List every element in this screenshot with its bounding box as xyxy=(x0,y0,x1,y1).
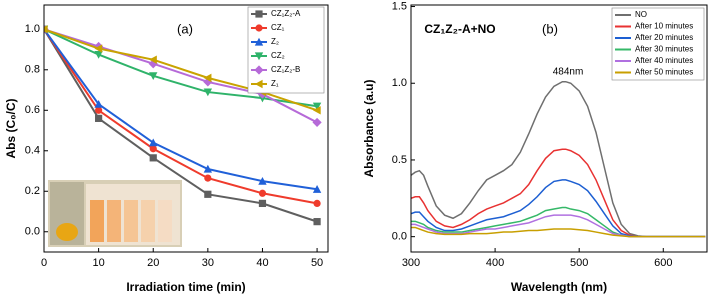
marker xyxy=(313,218,321,226)
legend-label: After 50 minutes xyxy=(635,68,693,77)
legend-marker xyxy=(255,10,263,18)
legend: NO After 10 minutes After 20 minutes After … xyxy=(611,7,705,81)
marker xyxy=(312,185,322,193)
marker xyxy=(312,106,321,115)
x-tick-label: 10 xyxy=(92,257,104,269)
legend-marker xyxy=(254,79,263,89)
marker xyxy=(312,102,322,111)
y-tick-label: 1.0 xyxy=(25,23,40,35)
legend-label: After 40 minutes xyxy=(635,56,693,65)
inset-tube xyxy=(158,200,172,242)
legend-label: After 30 minutes xyxy=(635,45,693,54)
x-tick-label: 400 xyxy=(486,257,504,269)
series-line xyxy=(411,179,706,238)
x-tick-label: 300 xyxy=(402,257,420,269)
legend-box xyxy=(611,7,705,81)
series-line xyxy=(411,226,706,238)
y-tick-label: 0.0 xyxy=(25,226,40,238)
marker xyxy=(44,25,48,34)
series-line xyxy=(411,80,706,238)
legend-label: NO xyxy=(635,10,647,19)
x-tick-label: 0 xyxy=(41,257,47,269)
marker xyxy=(95,106,103,114)
legend-label: After 20 minutes xyxy=(635,33,693,42)
marker xyxy=(94,100,103,108)
legend-label: After 10 minutes xyxy=(635,22,693,31)
marker xyxy=(258,199,267,208)
legend-label: Z₁ xyxy=(271,79,279,88)
legend-label: Z₂ xyxy=(271,37,279,46)
x-tick-label: 600 xyxy=(654,257,672,269)
marker xyxy=(149,55,157,64)
legend-label: CZ₂ xyxy=(271,51,285,60)
legend-label: CZ₁ xyxy=(271,23,285,32)
series-line xyxy=(411,206,706,238)
marker xyxy=(149,72,158,81)
x-tick-label: 20 xyxy=(147,257,159,269)
inset-tube xyxy=(107,200,121,242)
legend-box xyxy=(247,6,325,94)
marker xyxy=(95,114,103,122)
panel-label: (b) xyxy=(542,21,558,36)
y-tick-label: 0.2 xyxy=(25,185,40,197)
series-line xyxy=(44,28,318,124)
subtitle: CZ₁Z₂-A+NO xyxy=(424,22,495,36)
marker xyxy=(149,154,157,162)
marker xyxy=(203,88,213,97)
legend-marker xyxy=(255,24,263,32)
y-tick-label: 0.0 xyxy=(392,231,407,243)
x-tick-label: 30 xyxy=(202,257,214,269)
y-tick-label: 1.5 xyxy=(392,0,407,12)
y-tick-label: 0.4 xyxy=(25,145,40,157)
x-tick-label: 40 xyxy=(256,257,268,269)
y-tick-label: 1.0 xyxy=(392,77,407,89)
inset-tube xyxy=(141,200,155,242)
panel-label: (a) xyxy=(177,21,193,36)
inset-tube xyxy=(90,200,104,242)
inset-tube xyxy=(124,200,138,242)
legend-label: CZ₁Z₂-B xyxy=(271,65,300,74)
marker xyxy=(203,164,213,173)
marker xyxy=(204,174,212,182)
x-tick-label: 50 xyxy=(311,257,323,269)
y-axis-label: Absorbance (a.u) xyxy=(362,79,376,177)
marker xyxy=(149,138,158,147)
marker xyxy=(203,73,212,83)
series-line xyxy=(44,28,318,205)
legend-marker xyxy=(254,65,264,75)
marker xyxy=(312,117,322,128)
inset-liquid xyxy=(56,223,78,241)
series-line xyxy=(44,28,318,223)
plot-frame xyxy=(410,4,708,253)
x-axis-label: Irradiation time (min) xyxy=(126,280,245,294)
plot-area xyxy=(411,80,706,238)
series-line xyxy=(44,28,318,112)
inset-photo xyxy=(48,180,182,247)
plot-area xyxy=(44,24,322,226)
plot-frame xyxy=(43,4,329,253)
series-line xyxy=(44,28,318,191)
marker xyxy=(204,190,212,198)
marker xyxy=(258,176,267,185)
y-tick-label: 0.5 xyxy=(392,154,407,166)
marker xyxy=(258,189,267,197)
y-axis-label: Abs (C₀/C) xyxy=(4,98,18,158)
legend-marker xyxy=(254,52,264,61)
y-tick-label: 0.8 xyxy=(25,64,40,76)
y-tick-label: 0.6 xyxy=(25,104,40,116)
marker xyxy=(94,44,103,53)
legend-label: CZ₁Z₂-A xyxy=(271,9,301,18)
marker xyxy=(149,145,157,153)
marker xyxy=(313,199,321,208)
x-tick-label: 500 xyxy=(570,257,588,269)
peak-label: 484nm xyxy=(553,67,584,78)
legend: CZ₁Z₂-A CZ₁ Z₂ CZ₂ CZ₁Z₂-B Z₁ xyxy=(247,6,325,94)
x-axis-label: Wavelength (nm) xyxy=(511,280,607,294)
legend-marker xyxy=(254,37,264,46)
series-line xyxy=(411,148,706,238)
marker xyxy=(94,51,103,59)
